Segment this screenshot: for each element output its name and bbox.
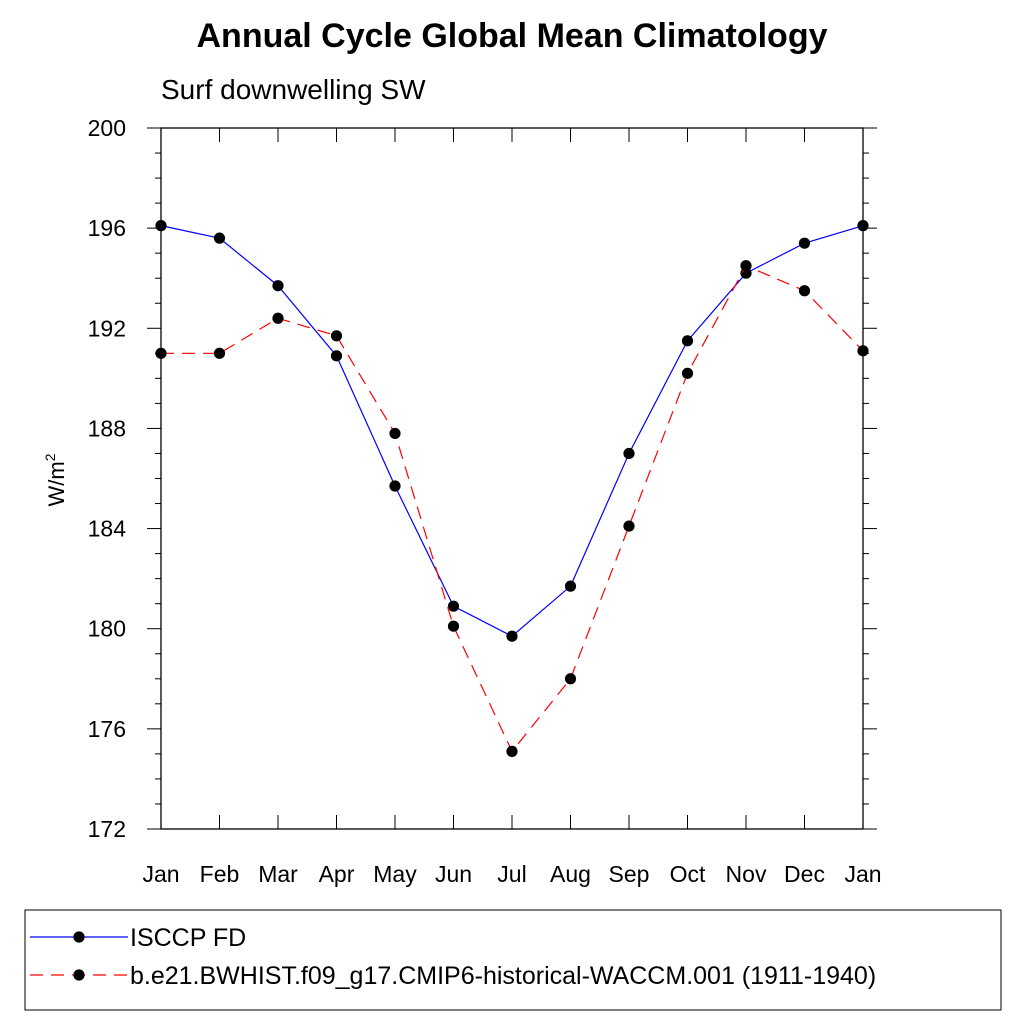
y-tick-label: 196 [88, 215, 126, 241]
x-tick-label: Nov [726, 861, 767, 887]
y-axis-label-unit: W/m [44, 461, 69, 506]
chart-subtitle: Surf downwelling SW [161, 74, 426, 105]
series-0-point [213, 232, 226, 244]
x-tick-label: Jan [142, 861, 179, 887]
series-1-point [272, 312, 284, 324]
x-tick-label: Jun [435, 861, 472, 887]
legend-box [24, 909, 1002, 1011]
y-tick-label: 192 [88, 315, 126, 341]
series-line-1 [161, 264, 864, 753]
series-0-point [506, 630, 518, 642]
series-line-0 [160, 225, 864, 637]
series-0-point [623, 447, 635, 460]
series-layer [155, 220, 869, 757]
x-tick-label: Jan [844, 861, 881, 887]
series-1-point [564, 673, 577, 685]
y-tick-label: 200 [88, 115, 126, 141]
legend-entries: ISCCP FD b.e21.BWHIST.f09_g17.CMIP6-histo… [30, 924, 876, 990]
legend-label-1: b.e21.BWHIST.f09_g17.CMIP6-historical-WA… [130, 962, 876, 990]
series-0-point [798, 237, 811, 249]
y-tick-label: 172 [88, 816, 126, 842]
legend-label-0: ISCCP FD [130, 924, 246, 952]
series-0-point [272, 280, 284, 292]
series-0-point [681, 335, 694, 347]
series-0-point [564, 580, 577, 592]
series-0-point [447, 600, 460, 612]
series-1-point [740, 260, 752, 272]
y-tick-label: 184 [88, 516, 127, 542]
legend: ISCCP FD b.e21.BWHIST.f09_g17.CMIP6-histo… [24, 909, 1002, 1011]
tick-labels: Jan Feb Mar Apr May Jun Jul Aug Sep Oct Nov Dec Jan 1… [88, 115, 882, 887]
series-1-point [213, 347, 226, 359]
y-axis-label: W/m2 [42, 453, 69, 506]
y-tick-label: 176 [88, 716, 126, 742]
x-tick-label: Apr [319, 861, 355, 887]
y-tick-label: 188 [88, 415, 126, 441]
y-tick-label: 180 [88, 616, 126, 642]
chart-title: Annual Cycle Global Mean Climatology [197, 17, 828, 55]
x-tick-label: Dec [784, 861, 825, 887]
legend-marker-1 [73, 969, 85, 981]
series-1-point [447, 620, 460, 632]
x-tick-label: Sep [609, 861, 650, 887]
series-1-point [389, 427, 401, 440]
axis-ticks [147, 127, 877, 830]
x-tick-label: Feb [200, 861, 240, 887]
series-0-point [389, 480, 401, 492]
series-1-point [506, 745, 518, 757]
series-0-point [330, 350, 343, 362]
x-tick-label: Aug [550, 861, 591, 887]
x-tick-label: Mar [258, 861, 298, 887]
x-tick-label: May [373, 861, 417, 887]
x-tick-label: Oct [670, 861, 706, 887]
x-tick-label: Jul [497, 861, 526, 887]
series-1-point [330, 330, 343, 342]
plot-frame [160, 127, 864, 830]
series-1-point [623, 520, 635, 532]
series-1-point [798, 285, 811, 297]
series-1-point [681, 367, 694, 379]
legend-marker-0 [73, 931, 85, 943]
y-axis-label-superscript: 2 [42, 453, 58, 461]
svg-text:W/m2: W/m2 [42, 453, 69, 506]
